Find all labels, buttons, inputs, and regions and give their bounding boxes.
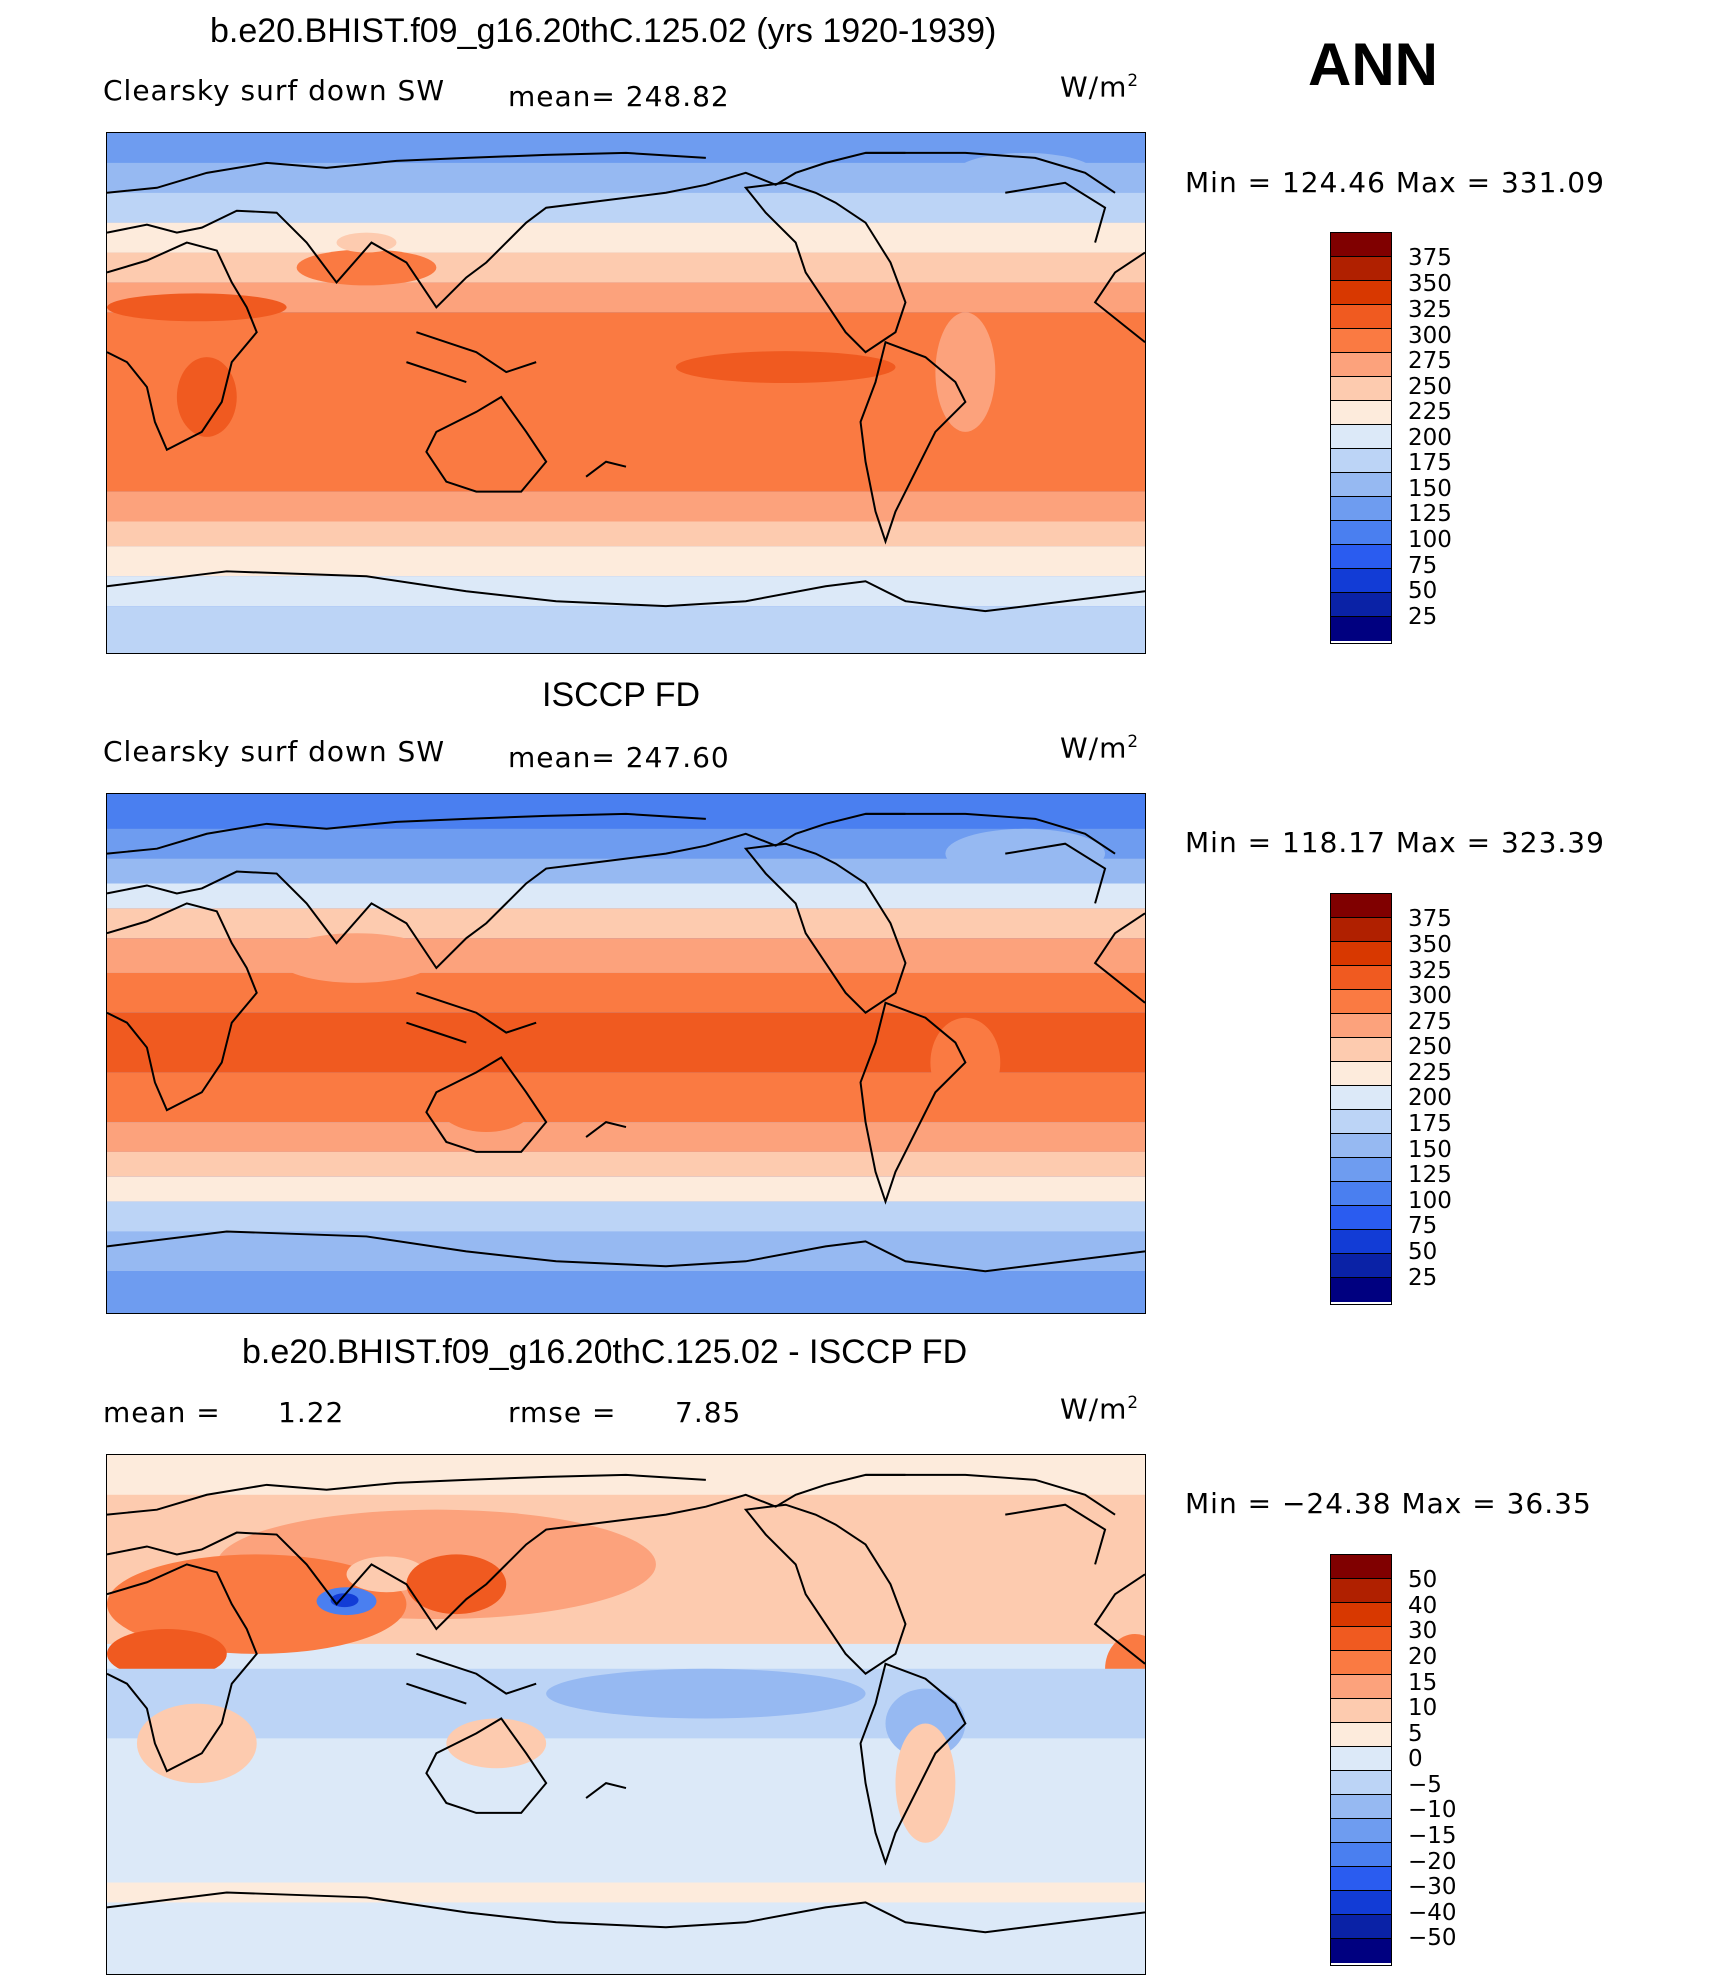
panel2-cbar-tick: 325 xyxy=(1408,958,1452,984)
panel2-units: W/m2 xyxy=(1060,731,1140,765)
panel1-map xyxy=(106,132,1146,654)
panel1-minmax: Min = 124.46 Max = 331.09 xyxy=(1185,166,1605,199)
panel3-units: W/m2 xyxy=(1060,1392,1140,1426)
panel3-cbar-tick: 0 xyxy=(1408,1746,1423,1772)
panel3-colorbar xyxy=(1330,1554,1392,1966)
panel2-cbar-tick: 100 xyxy=(1408,1188,1452,1214)
panel2-cbar-tick: 225 xyxy=(1408,1060,1452,1086)
panel2-cbar-tick: 75 xyxy=(1408,1213,1438,1239)
panel1-cbar-tick: 75 xyxy=(1408,553,1438,579)
panel1-cbar-tick: 225 xyxy=(1408,399,1452,425)
panel1-cbar-tick: 375 xyxy=(1408,245,1452,271)
panel3-cbar-tick: −40 xyxy=(1408,1900,1457,1926)
panel1-colorbar xyxy=(1330,232,1392,644)
panel3-cbar-tick: −5 xyxy=(1408,1772,1442,1798)
panel2-cbar-tick: 150 xyxy=(1408,1137,1452,1163)
panel1-variable: Clearsky surf down SW xyxy=(103,74,446,107)
panel3-cbar-tick: 20 xyxy=(1408,1644,1438,1670)
panel1-cbar-tick: 250 xyxy=(1408,374,1452,400)
panel3-cbar-tick: 30 xyxy=(1408,1618,1438,1644)
panel2-cbar-tick: 175 xyxy=(1408,1111,1452,1137)
panel1-mean: mean= 248.82 xyxy=(508,80,730,113)
panel3-rmse-label: rmse = xyxy=(508,1396,617,1429)
panel2-cbar-tick: 275 xyxy=(1408,1009,1452,1035)
panel1-cbar-tick: 25 xyxy=(1408,604,1438,630)
panel2-variable: Clearsky surf down SW xyxy=(103,735,446,768)
panel1-cbar-tick: 300 xyxy=(1408,323,1452,349)
panel1-cbar-tick: 150 xyxy=(1408,476,1452,502)
panel2-cbar-tick: 125 xyxy=(1408,1162,1452,1188)
panel1-cbar-tick: 175 xyxy=(1408,450,1452,476)
panel1-cbar-tick: 100 xyxy=(1408,527,1452,553)
panel2-title: ISCCP FD xyxy=(542,676,701,714)
panel2-cbar-tick: 300 xyxy=(1408,983,1452,1009)
panel2-cbar-tick: 350 xyxy=(1408,932,1452,958)
panel2-cbar-tick: 50 xyxy=(1408,1239,1438,1265)
panel1-cbar-tick: 125 xyxy=(1408,501,1452,527)
panel1-cbar-tick: 350 xyxy=(1408,271,1452,297)
panel3-cbar-tick: 5 xyxy=(1408,1721,1423,1747)
panel3-cbar-tick: 15 xyxy=(1408,1670,1438,1696)
panel1-units: W/m2 xyxy=(1060,70,1140,104)
season-label: ANN xyxy=(1308,31,1438,98)
panel2-colorbar xyxy=(1330,893,1392,1305)
panel3-cbar-tick: 40 xyxy=(1408,1593,1438,1619)
panel3-map xyxy=(106,1454,1146,1975)
panel2-map-graphic xyxy=(107,794,1145,1313)
panel3-cbar-tick: −20 xyxy=(1408,1849,1457,1875)
panel3-cbar-tick: −50 xyxy=(1408,1925,1457,1951)
panel1-map-graphic xyxy=(107,133,1145,653)
panel3-cbar-tick: −30 xyxy=(1408,1874,1457,1900)
panel2-cbar-tick: 250 xyxy=(1408,1034,1452,1060)
panel1-title: b.e20.BHIST.f09_g16.20thC.125.02 (yrs 19… xyxy=(210,12,997,50)
panel1-cbar-tick: 325 xyxy=(1408,297,1452,323)
panel3-cbar-tick: 10 xyxy=(1408,1695,1438,1721)
panel3-rmse-value: 7.85 xyxy=(675,1396,742,1429)
panel2-cbar-tick: 200 xyxy=(1408,1085,1452,1111)
panel3-mean-label: mean = xyxy=(103,1396,221,1429)
panel2-map xyxy=(106,793,1146,1314)
panel2-cbar-tick: 25 xyxy=(1408,1265,1438,1291)
panel1-cbar-tick: 275 xyxy=(1408,348,1452,374)
panel3-cbar-tick: −10 xyxy=(1408,1797,1457,1823)
panel3-cbar-tick: 50 xyxy=(1408,1567,1438,1593)
panel2-mean: mean= 247.60 xyxy=(508,741,730,774)
panel1-cbar-tick: 200 xyxy=(1408,425,1452,451)
panel1-cbar-tick: 50 xyxy=(1408,578,1438,604)
panel2-cbar-tick: 375 xyxy=(1408,906,1452,932)
panel2-minmax: Min = 118.17 Max = 323.39 xyxy=(1185,826,1605,859)
panel3-map-graphic xyxy=(107,1455,1145,1974)
panel3-minmax: Min = −24.38 Max = 36.35 xyxy=(1185,1487,1592,1520)
panel3-cbar-tick: −15 xyxy=(1408,1823,1457,1849)
panel3-title: b.e20.BHIST.f09_g16.20thC.125.02 - ISCCP… xyxy=(242,1333,968,1371)
panel3-mean-value: 1.22 xyxy=(278,1396,345,1429)
